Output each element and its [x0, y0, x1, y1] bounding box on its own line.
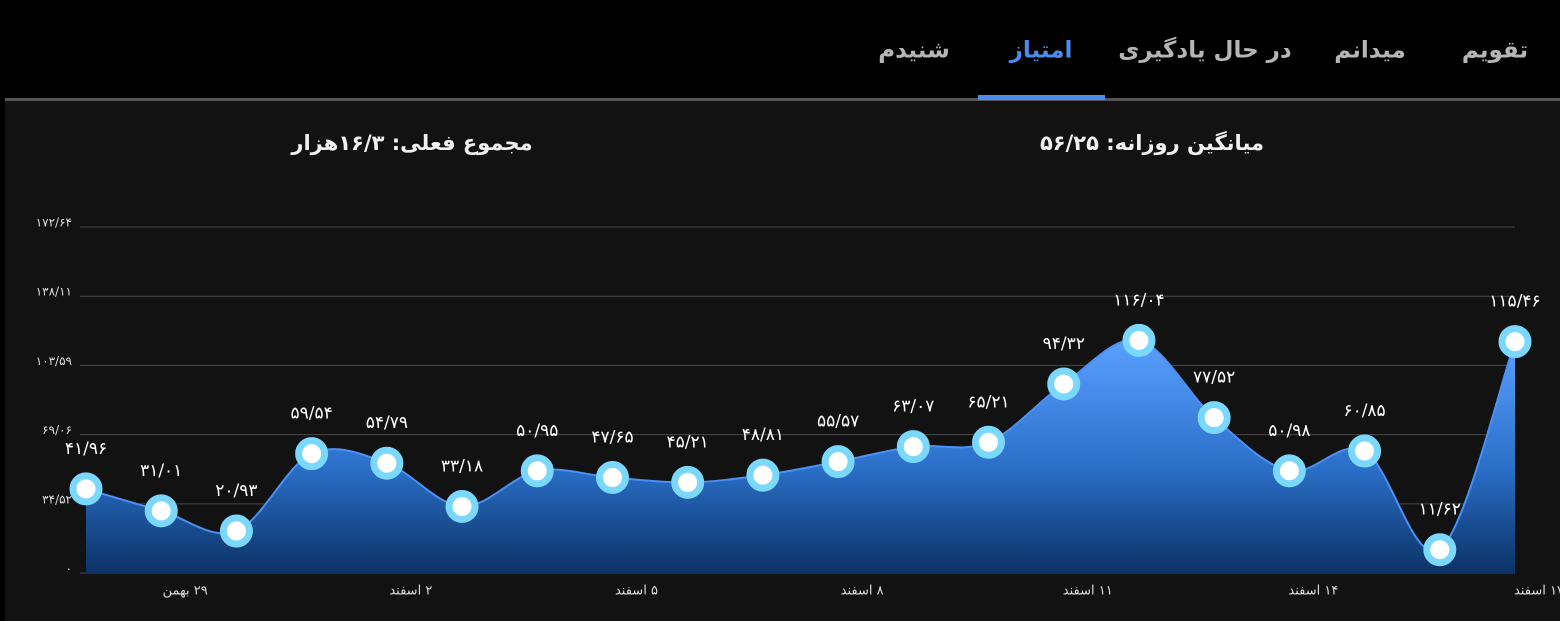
area: [86, 339, 1515, 573]
tab[interactable]: شنیدم: [878, 38, 950, 64]
point: [821, 445, 855, 479]
point: [746, 458, 780, 492]
point: [144, 494, 178, 528]
point: [1272, 454, 1306, 488]
value-label: ۴۱/۹۶: [65, 439, 107, 459]
value-label: ۶۰/۸۵: [1343, 401, 1385, 421]
tab[interactable]: تقویم: [1462, 38, 1528, 64]
value-label: ۱۱/۶۲: [1419, 500, 1461, 520]
value-label: ۵۴/۷۹: [366, 413, 408, 433]
point: [520, 454, 554, 488]
point: [972, 425, 1006, 459]
value-label: ۱۱۵/۴۶: [1489, 292, 1540, 312]
tab[interactable]: میدانم: [1334, 38, 1405, 64]
value-label: ۲۰/۹۳: [215, 481, 257, 501]
tab-divider: [5, 98, 1560, 101]
point: [69, 472, 103, 506]
point: [1197, 401, 1231, 435]
tab[interactable]: در حال یادگیری: [1118, 37, 1292, 64]
point: [671, 465, 705, 499]
value-label: ۴۵/۲۱: [667, 432, 709, 452]
point: [896, 430, 930, 464]
point: [219, 514, 253, 548]
value-label: ۳۱/۰۱: [140, 461, 182, 481]
x-tick-label: ۱۷ اسفند: [1514, 584, 1560, 599]
value-label: ۱۱۶/۰۴: [1113, 290, 1164, 310]
x-tick-label: ۸ اسفند: [841, 584, 884, 599]
x-tick-label: ۲۹ بهمن: [163, 584, 208, 599]
value-label: ۶۵/۲۱: [967, 392, 1009, 412]
point: [1498, 325, 1532, 359]
x-tick-label: ۱۱ اسفند: [1063, 584, 1113, 599]
tab-indicator: [978, 95, 1105, 100]
y-tick-label: ۱۷۲/۶۴: [36, 216, 72, 230]
value-label: ۴۸/۸۱: [742, 425, 784, 445]
value-label: ۵۰/۹۵: [516, 421, 558, 441]
daily-average: میانگین روزانه: ۵۶/۲۵: [1040, 130, 1264, 155]
point: [595, 461, 629, 495]
x-tick-label: ۲ اسفند: [389, 584, 432, 599]
current-total: مجموع فعلی: ۱۶/۳هزار: [290, 131, 532, 155]
tab[interactable]: امتیاز: [1009, 38, 1073, 64]
x-tick-label: ۵ اسفند: [615, 584, 658, 599]
point: [1423, 533, 1457, 567]
y-tick-label: ۰: [66, 562, 72, 576]
point: [295, 437, 329, 471]
value-label: ۶۳/۰۷: [892, 397, 934, 417]
value-label: ۵۵/۵۷: [817, 412, 859, 432]
value-label: ۳۳/۱۸: [441, 457, 483, 477]
point: [1047, 367, 1081, 401]
value-label: ۹۴/۳۲: [1043, 334, 1085, 354]
point: [1348, 434, 1382, 468]
point: [1122, 323, 1156, 357]
y-tick-label: ۳۴/۵۲: [42, 492, 72, 506]
value-label: ۵۹/۵۴: [290, 404, 332, 424]
value-label: ۷۷/۵۲: [1193, 368, 1235, 388]
y-tick-label: ۱۰۳/۵۹: [36, 354, 72, 368]
y-tick-label: ۱۳۸/۱۱: [36, 285, 72, 299]
value-label: ۵۰/۹۸: [1268, 421, 1310, 441]
point: [445, 490, 479, 524]
value-label: ۴۷/۶۵: [591, 428, 633, 448]
point: [370, 446, 404, 480]
x-tick-label: ۱۴ اسفند: [1288, 584, 1338, 599]
y-tick-label: ۶۹/۰۶: [42, 423, 72, 437]
